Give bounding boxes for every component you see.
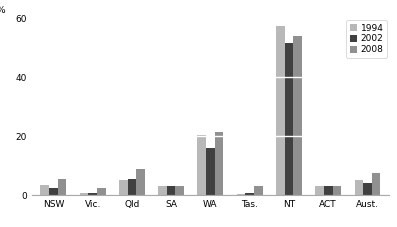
Bar (315, 186, 324, 195)
Bar (206, 148, 215, 195)
Bar (97, 188, 106, 195)
Bar (333, 186, 341, 195)
Bar (324, 186, 333, 195)
Bar (158, 186, 167, 195)
Bar (127, 179, 136, 195)
Bar (285, 43, 293, 195)
Bar (245, 193, 254, 195)
Bar (215, 132, 224, 195)
Bar (293, 36, 302, 195)
Bar (58, 179, 66, 195)
Bar (355, 180, 363, 195)
Bar (254, 186, 263, 195)
Bar (136, 169, 145, 195)
Bar (237, 194, 245, 195)
Bar (372, 173, 380, 195)
Bar (49, 188, 58, 195)
Bar (175, 186, 184, 195)
Bar (197, 135, 206, 195)
Bar (167, 186, 175, 195)
Text: %: % (0, 6, 5, 15)
Bar (80, 193, 88, 195)
Bar (119, 180, 127, 195)
Bar (276, 25, 285, 195)
Bar (88, 193, 97, 195)
Bar (363, 183, 372, 195)
Legend: 1994, 2002, 2008: 1994, 2002, 2008 (346, 20, 387, 58)
Bar (40, 185, 49, 195)
